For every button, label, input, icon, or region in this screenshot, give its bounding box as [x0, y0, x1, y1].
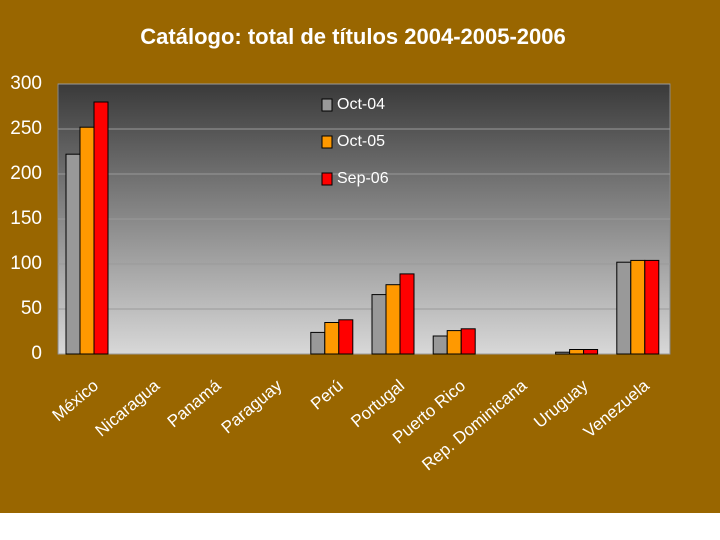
bar — [446, 330, 462, 355]
bar — [630, 259, 646, 355]
bar — [65, 153, 81, 355]
bar — [79, 126, 95, 355]
bar — [324, 322, 340, 355]
legend-swatch — [321, 135, 333, 149]
bar — [569, 349, 585, 355]
y-tick-label: 200 — [10, 163, 42, 184]
bar — [644, 259, 660, 355]
chart-title: Catálogo: total de títulos 2004-2005-200… — [140, 24, 565, 49]
legend-swatch — [321, 98, 333, 112]
legend-label: Sep-06 — [337, 170, 389, 187]
bar — [93, 101, 109, 355]
bar — [460, 328, 476, 355]
bar — [310, 331, 326, 355]
y-tick-label: 250 — [10, 118, 42, 139]
bar — [385, 284, 401, 355]
bar — [399, 273, 415, 355]
y-tick-label: 300 — [10, 73, 42, 94]
y-tick-label: 150 — [10, 208, 42, 229]
y-tick-label: 0 — [31, 343, 42, 364]
bar — [338, 319, 354, 355]
legend-label: Oct-04 — [337, 96, 385, 113]
y-tick-label: 100 — [10, 253, 42, 274]
bar — [432, 335, 448, 355]
legend-swatch — [321, 172, 333, 186]
bar — [371, 294, 387, 355]
y-tick-label: 50 — [21, 298, 42, 319]
bar — [555, 351, 571, 355]
legend-label: Oct-05 — [337, 133, 385, 150]
bar — [583, 349, 599, 355]
bar — [616, 261, 632, 355]
